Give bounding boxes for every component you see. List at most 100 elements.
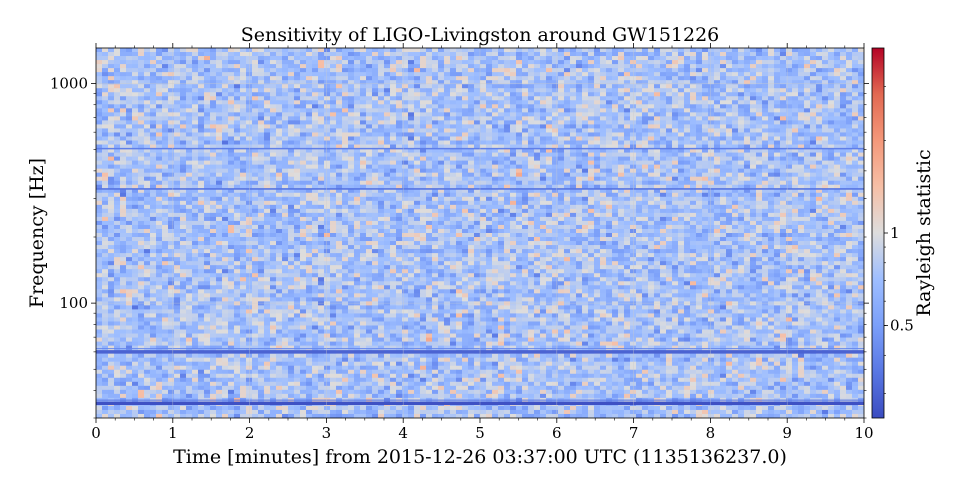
heatmap-cell [192,176,199,182]
heatmap-cell [828,52,835,57]
heatmap-cell [624,68,631,73]
heatmap-cell [528,140,535,145]
heatmap-cell [390,128,397,133]
heatmap-cell [102,48,109,53]
heatmap-cell [672,108,679,113]
heatmap-cell [432,168,439,174]
heatmap-cell [714,148,721,153]
heatmap-cell [648,184,655,190]
heatmap-cell [756,132,763,137]
heatmap-cell [120,92,127,97]
heatmap-cell [126,52,133,57]
heatmap-cell [210,100,217,105]
heatmap-cell [696,172,703,178]
heatmap-cell [420,52,427,57]
heatmap-cell [306,148,313,153]
heatmap-cell [648,112,655,117]
heatmap-cell [510,140,517,145]
heatmap-cell [612,84,619,89]
heatmap-cell [570,104,577,109]
heatmap-cell [492,100,499,105]
heatmap-cell [810,172,817,178]
heatmap-cell [168,136,175,141]
heatmap-cell [204,160,211,166]
heatmap-cell [816,112,823,117]
heatmap-cell [330,48,337,53]
heatmap-cell [420,140,427,145]
heatmap-cell [846,156,853,162]
heatmap-cell [270,60,277,65]
heatmap-cell [108,96,115,101]
heatmap-cell [588,48,595,53]
heatmap-cell [462,52,469,57]
heatmap-cell [336,188,343,194]
heatmap-cell [708,48,715,53]
heatmap-cell [264,164,271,170]
heatmap-cell [390,104,397,109]
heatmap-cell [642,76,649,81]
heatmap-cell [696,196,703,202]
heatmap-cell [282,68,289,73]
heatmap-cell [636,192,643,198]
heatmap-cell [762,160,769,166]
heatmap-cell [492,148,499,153]
heatmap-cell [426,120,433,125]
heatmap-cell [288,88,295,93]
heatmap-cell [576,88,583,93]
heatmap-cell [96,192,103,198]
heatmap-cell [588,152,595,157]
heatmap-cell [822,192,829,198]
heatmap-cell [456,88,463,93]
heatmap-cell [786,84,793,89]
heatmap-cell [840,100,847,105]
heatmap-cell [378,200,385,206]
heatmap-cell [360,116,367,121]
heatmap-cell [504,148,511,153]
heatmap-cell [120,60,127,65]
heatmap-cell [156,148,163,153]
heatmap-cell [282,92,289,97]
heatmap-cell [588,172,595,178]
heatmap-cell [648,180,655,186]
heatmap-cell [588,132,595,137]
heatmap-cell [174,100,181,105]
heatmap-cell [528,48,535,53]
heatmap-cell [786,60,793,65]
heatmap-cell [456,200,463,206]
heatmap-cell [642,148,649,153]
heatmap-cell [306,196,313,202]
heatmap-cell [660,96,667,101]
heatmap-cell [750,168,757,174]
heatmap-cell [486,160,493,166]
heatmap-cell [840,112,847,117]
heatmap-cell [642,72,649,77]
heatmap-cell [462,144,469,149]
heatmap-cell [258,172,265,178]
heatmap-cell [438,64,445,69]
heatmap-cell [552,172,559,178]
heatmap-cell [102,176,109,182]
heatmap-cell [630,104,637,109]
heatmap-cell [540,68,547,73]
heatmap-cell [468,88,475,93]
heatmap-cell [240,156,247,162]
heatmap-cell [186,72,193,77]
heatmap-cell [180,180,187,186]
heatmap-cell [726,156,733,162]
heatmap-cell [180,48,187,53]
heatmap-cell [648,76,655,81]
heatmap-cell [144,152,151,157]
heatmap-cell [336,156,343,162]
heatmap-cell [738,116,745,121]
heatmap-cell [576,144,583,149]
heatmap-cell [444,64,451,69]
heatmap-cell [738,80,745,85]
heatmap-cell [624,172,631,178]
heatmap-cell [858,112,864,117]
heatmap-cell [408,48,415,53]
heatmap-cell [342,80,349,85]
heatmap-cell [846,60,853,65]
heatmap-cell [240,68,247,73]
heatmap-cell [438,128,445,133]
heatmap-cell [708,176,715,182]
